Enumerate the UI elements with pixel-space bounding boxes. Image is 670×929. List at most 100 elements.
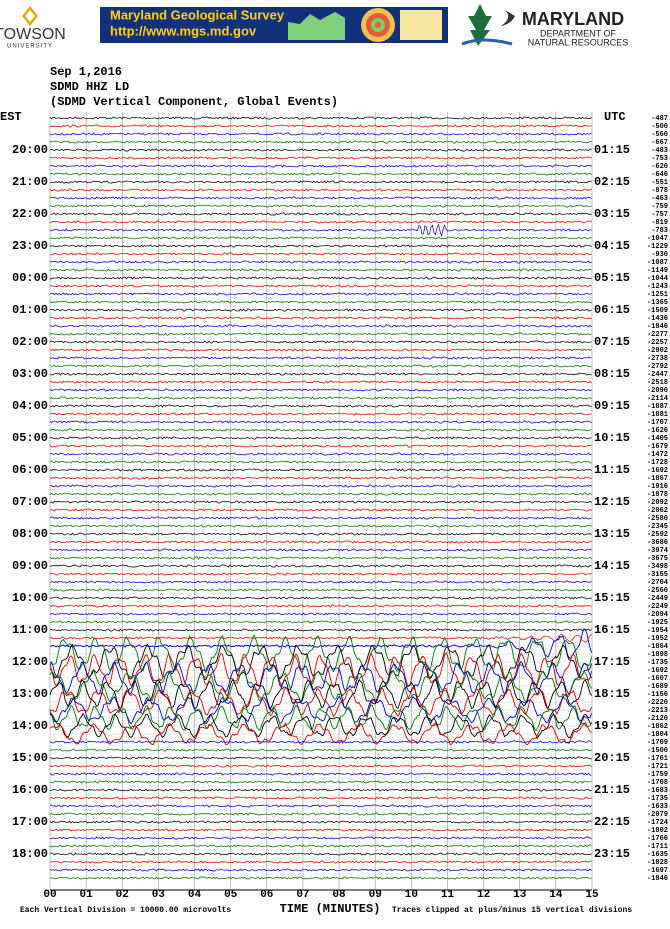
- minute-label: 03: [152, 889, 166, 901]
- est-hour: 21:00: [12, 175, 48, 189]
- seismic-trace: [49, 220, 592, 224]
- seismic-trace: [49, 804, 592, 808]
- seismic-trace: [49, 628, 592, 660]
- seismic-trace: [49, 572, 592, 576]
- offset-label: -1804: [647, 731, 668, 739]
- utc-hour: 03:15: [594, 207, 630, 221]
- seismic-trace: [49, 420, 592, 424]
- offset-label: -487: [651, 115, 668, 123]
- utc-hour: 22:15: [594, 815, 630, 829]
- est-hour: 18:00: [12, 847, 48, 861]
- towson-name: TOWSON: [0, 26, 66, 43]
- seismic-trace: [49, 651, 592, 689]
- est-hour: 11:00: [12, 623, 48, 637]
- offset-label: -1759: [647, 771, 668, 779]
- right-label: UTC: [604, 110, 626, 124]
- grid: [49, 112, 593, 891]
- offset-label: -2902: [647, 347, 668, 355]
- seismic-trace: [49, 868, 592, 872]
- est-hour: 07:00: [12, 495, 48, 509]
- seismic-trace: [49, 428, 592, 432]
- seismic-trace: [49, 276, 592, 280]
- dnr-title: MARYLAND: [522, 9, 624, 29]
- offset-label: -2257: [647, 339, 668, 347]
- est-hour: 20:00: [12, 143, 48, 157]
- minute-label: 15: [585, 889, 599, 901]
- offset-label: -1607: [647, 675, 668, 683]
- labels: 00 01 02 03 04 05 06 07 08 09 10 11 12 13 14 15 -487-500…: [12, 115, 668, 901]
- utc-hour: 16:15: [594, 623, 630, 637]
- offset-label: -1721: [647, 763, 668, 771]
- offset-label: -1087: [647, 259, 668, 267]
- seismic-trace: [49, 812, 592, 816]
- est-hour: 16:00: [12, 783, 48, 797]
- offset-label: -1047: [647, 235, 668, 243]
- offset-label: -1243: [647, 283, 668, 291]
- seismic-trace: [50, 852, 592, 856]
- offset-label: -1697: [647, 867, 668, 875]
- utc-hour: 10:15: [594, 431, 630, 445]
- seismic-trace: [49, 364, 592, 368]
- offset-label: -2120: [647, 715, 668, 723]
- offset-label: -1878: [647, 491, 668, 499]
- seismic-trace: [49, 460, 592, 464]
- seismic-trace: [49, 669, 592, 703]
- seismic-trace: [49, 492, 592, 496]
- est-hour: 05:00: [12, 431, 48, 445]
- offset-label: -2213: [647, 707, 668, 715]
- utc-hour: 04:15: [594, 239, 630, 253]
- seismic-trace: [49, 678, 592, 710]
- offset-label: -483: [651, 147, 668, 155]
- offset-label: -620: [651, 163, 668, 171]
- seismic-trace: [49, 704, 592, 732]
- offset-label: -1436: [647, 315, 668, 323]
- seismic-trace: [49, 721, 592, 746]
- offset-label: -1846: [647, 323, 668, 331]
- utc-hour: 08:15: [594, 367, 630, 381]
- seismic-trace: [49, 740, 592, 744]
- offset-label: -2249: [647, 603, 668, 611]
- seismic-trace: [49, 124, 592, 128]
- seismic-trace: [50, 484, 592, 488]
- offset-label: -1925: [647, 619, 668, 627]
- utc-hour: 02:15: [594, 175, 630, 189]
- offset-label: -1916: [647, 483, 668, 491]
- minute-label: 02: [116, 889, 129, 901]
- offset-label: -1689: [647, 683, 668, 691]
- towson-sub: UNIVERSITY: [7, 44, 53, 50]
- offset-label: -1898: [647, 651, 668, 659]
- est-hour: 23:00: [12, 239, 48, 253]
- seismic-trace: [49, 140, 592, 144]
- est-hour: 12:00: [12, 655, 48, 669]
- seismic-trace: [49, 388, 592, 392]
- utc-hour: 20:15: [594, 751, 630, 765]
- offset-label: -1864: [647, 643, 668, 651]
- offset-label: -1766: [647, 835, 668, 843]
- est-hour: 15:00: [12, 751, 48, 765]
- offset-label: -1044: [647, 275, 668, 283]
- offset-label: -759: [651, 203, 668, 211]
- est-hour: 08:00: [12, 527, 48, 541]
- seismic-trace: [49, 236, 592, 240]
- seismic-trace: [49, 540, 592, 544]
- offset-label: -1156: [647, 691, 668, 699]
- seismic-trace: [49, 695, 592, 725]
- seismic-trace: [49, 268, 592, 272]
- offset-label: -2090: [647, 387, 668, 395]
- offset-label: -757: [651, 211, 668, 219]
- utc-hour: 14:15: [594, 559, 630, 573]
- offset-label: -463: [651, 195, 668, 203]
- offset-label: -1365: [647, 299, 668, 307]
- est-hour: 09:00: [12, 559, 48, 573]
- offset-label: -2447: [647, 371, 668, 379]
- offset-label: -2345: [647, 523, 668, 531]
- seismic-trace: [49, 380, 592, 384]
- offset-label: -2704: [647, 579, 668, 587]
- offset-label: -783: [651, 227, 668, 235]
- offset-label: -2079: [647, 811, 668, 819]
- seismic-trace: [49, 404, 592, 408]
- est-hour: 14:00: [12, 719, 48, 733]
- seismic-trace: [49, 712, 592, 739]
- seismic-trace: [49, 372, 592, 376]
- offset-label: -500: [651, 123, 668, 131]
